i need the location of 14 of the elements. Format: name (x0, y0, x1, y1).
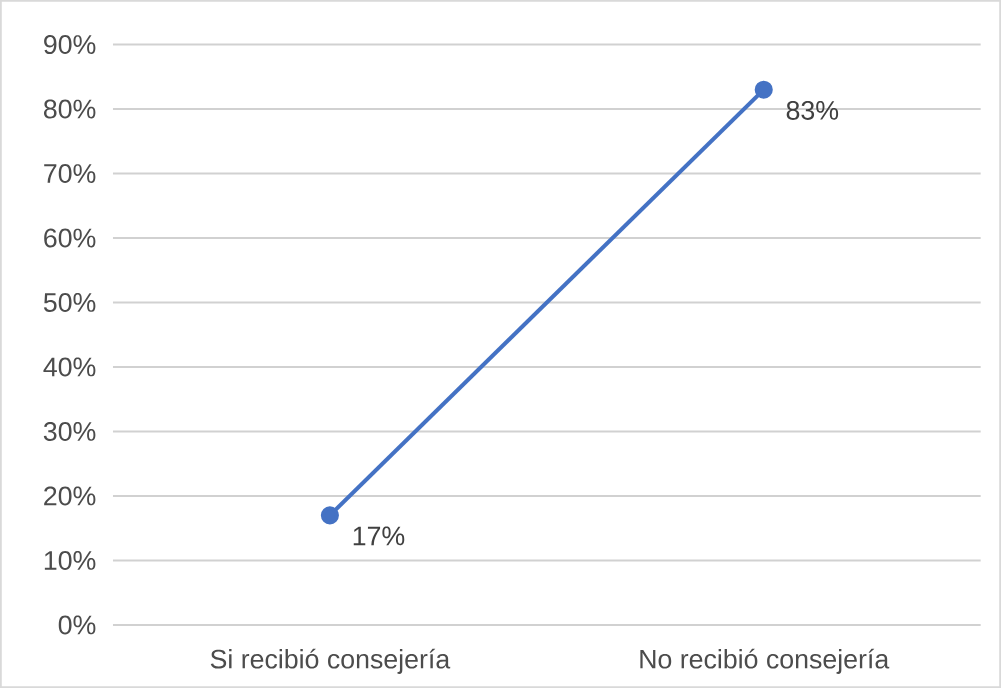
y-tick-label: 0% (58, 615, 96, 635)
x-tick-label: No recibió consejería (640, 648, 890, 674)
y-tick-label: 60% (44, 228, 96, 248)
x-tick-label: Si recibió consejería (210, 648, 451, 674)
y-tick-label: 50% (43, 293, 96, 313)
data-label: 17% (353, 526, 405, 546)
y-tick-label: 20% (44, 486, 96, 506)
data-label: 83% (786, 100, 839, 120)
y-tick-label: 80% (43, 99, 96, 119)
y-tick-label: 40% (43, 357, 96, 377)
y-tick-label: 30% (43, 422, 96, 442)
y-tick-label: 10% (44, 551, 96, 570)
y-tick-label: 70% (44, 164, 96, 184)
y-tick-label: 90% (44, 35, 96, 55)
